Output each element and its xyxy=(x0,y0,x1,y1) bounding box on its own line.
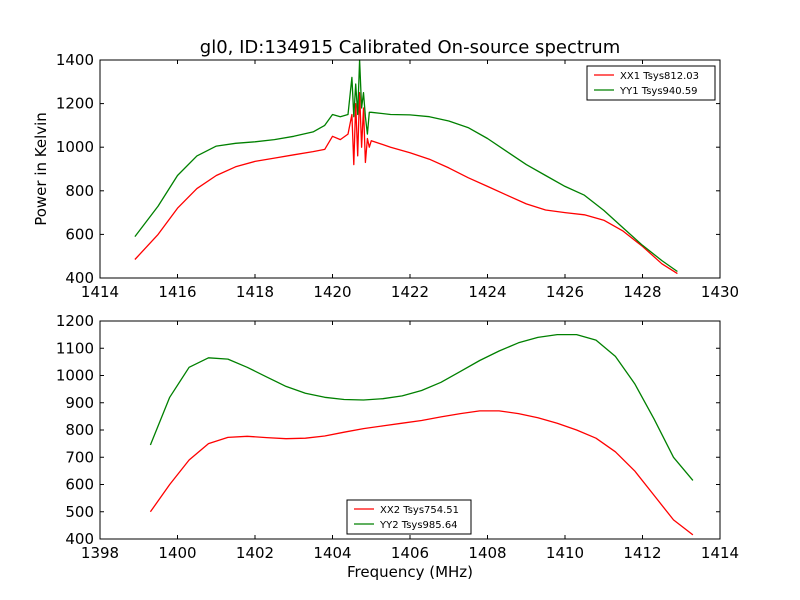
x-tick-label: 1426 xyxy=(546,283,584,301)
legend-label-2: YY2 Tsys985.64 xyxy=(379,520,458,531)
x-tick-label: 1414 xyxy=(701,544,739,562)
x-tick-label: 1398 xyxy=(81,544,119,562)
series-line-2 xyxy=(134,59,678,273)
series-line-2 xyxy=(149,333,694,481)
bottom-panel: 1398 1400 1402 1404 1406 1408 1410 1412 1414 400 5… xyxy=(56,312,739,562)
x-tick-label: 1424 xyxy=(468,283,506,301)
y-tick-label: 900 xyxy=(65,394,94,412)
y-tick-label: 600 xyxy=(65,476,94,494)
x-axis-label: Frequency (MHz) xyxy=(347,563,473,581)
x-tick-label: 1416 xyxy=(158,283,196,301)
x-tick-label: 1428 xyxy=(623,283,661,301)
x-tick-label: 1400 xyxy=(158,544,196,562)
y-tick-label: 700 xyxy=(65,448,94,466)
y-tick-label: 1000 xyxy=(56,138,94,156)
y-tick-label: 800 xyxy=(65,182,94,200)
series-line-1 xyxy=(149,410,694,536)
y-tick-label: 1200 xyxy=(56,95,94,113)
y-tick-label: 1000 xyxy=(56,367,94,385)
x-tick-label: 1420 xyxy=(313,283,351,301)
x-tick-label: 1430 xyxy=(701,283,739,301)
x-tick-label: 1418 xyxy=(236,283,274,301)
y-tick-label: 1200 xyxy=(56,312,94,330)
y-tick-label: 400 xyxy=(65,530,94,548)
y-tick-label: 600 xyxy=(65,225,94,243)
y-tick-label: 400 xyxy=(65,269,94,287)
legend-label-1: XX2 Tsys754.51 xyxy=(380,505,459,516)
y-tick-label: 1100 xyxy=(56,339,94,357)
y-tick-label: 500 xyxy=(65,503,94,521)
figure-title: gl0, ID:134915 Calibrated On-source spec… xyxy=(200,37,620,58)
legend-box xyxy=(586,65,716,101)
legend-box xyxy=(346,499,472,535)
y-tick-label: 800 xyxy=(65,421,94,439)
x-tick-label: 1404 xyxy=(313,544,351,562)
top-panel: 1414 1416 1418 1420 1422 1424 1426 1428 1430 400 6… xyxy=(56,51,739,301)
x-tick-label: 1402 xyxy=(236,544,274,562)
y-tick-label: 1400 xyxy=(56,51,94,69)
legend-label-1: XX1 Tsys812.03 xyxy=(620,71,699,82)
legend-label-2: YY1 Tsys940.59 xyxy=(619,86,698,97)
x-tick-label: 1406 xyxy=(391,544,429,562)
series-line-1 xyxy=(134,92,678,275)
x-tick-label: 1412 xyxy=(623,544,661,562)
x-tick-label: 1410 xyxy=(546,544,584,562)
x-tick-label: 1414 xyxy=(81,283,119,301)
y-axis-label: Power in Kelvin xyxy=(32,112,50,226)
x-tick-label: 1422 xyxy=(391,283,429,301)
x-tick-label: 1408 xyxy=(468,544,506,562)
